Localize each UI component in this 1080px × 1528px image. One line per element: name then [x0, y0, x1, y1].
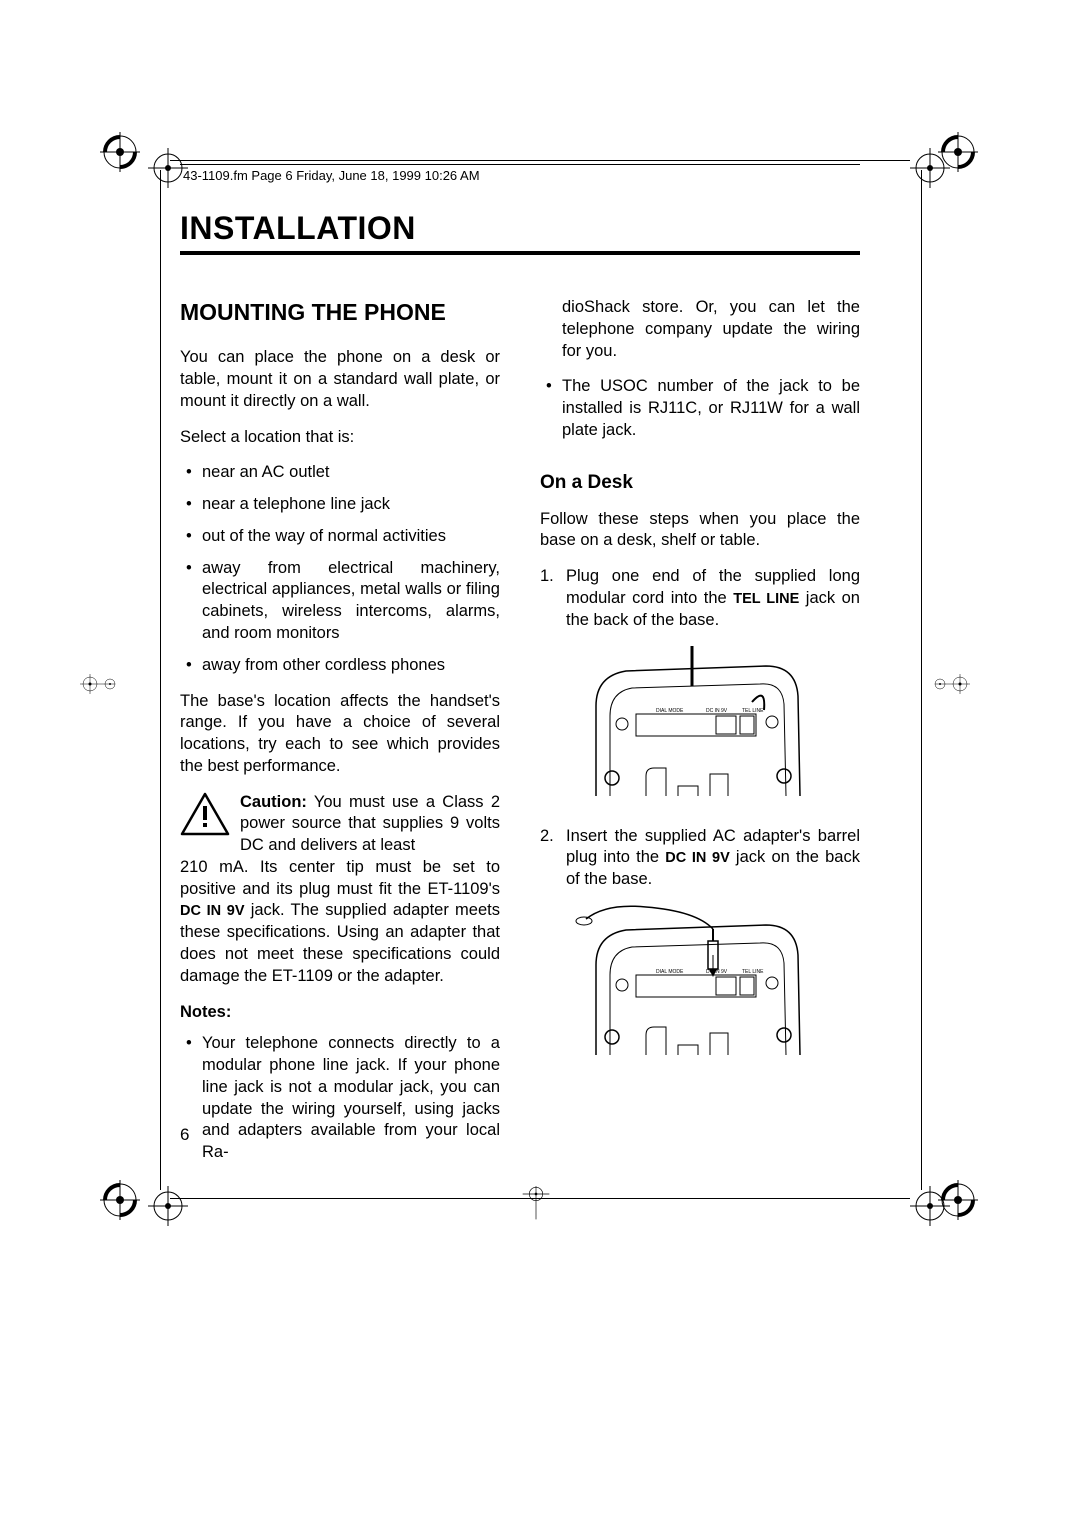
tel-line-label: TEL LINE [733, 591, 799, 607]
hairline [170, 160, 910, 161]
reg-mark-bot-left-inner [148, 1186, 188, 1226]
svg-text:DIAL MODE: DIAL MODE [656, 969, 684, 975]
header-runner: 43-1109.fm Page 6 Friday, June 18, 1999 … [183, 168, 480, 183]
diagram-dc-in: DIAL MODE DC IN 9V TEL LINE [566, 905, 826, 1065]
steps-list-cont: 2. Insert the supplied AC adapter's barr… [540, 826, 860, 891]
reg-mark-mid-left [80, 664, 120, 704]
page-number: 6 [180, 1125, 189, 1145]
desk-intro: Follow these steps when you place the ba… [540, 509, 860, 553]
diagram-tel-line: DIAL MODE DC IN 9V TEL LINE [566, 646, 826, 806]
right-column: dioShack store. Or, you can let the tele… [540, 297, 860, 1178]
reg-mark-mid-right [930, 664, 970, 704]
hairline [160, 170, 161, 1190]
intro-paragraph: You can place the phone on a desk or tab… [180, 347, 500, 412]
caution-cont-a: 210 mA. Its center tip must be set to po… [180, 858, 500, 898]
list-item: near an AC outlet [202, 462, 500, 484]
step-item: 1. Plug one end of the supplied long mod… [566, 566, 860, 631]
page-content: INSTALLATION MOUNTING THE PHONE You can … [180, 210, 860, 1178]
section-heading: MOUNTING THE PHONE [180, 297, 500, 327]
reg-mark-bot-right-inner [910, 1186, 950, 1226]
dc-in-label: DC IN 9V [665, 850, 729, 866]
notes-list: Your telephone connects directly to a mo… [180, 1033, 500, 1164]
left-column: MOUNTING THE PHONE You can place the pho… [180, 297, 500, 1178]
list-item: Your telephone connects directly to a mo… [202, 1033, 500, 1164]
caution-text: Caution: You must use a Class 2 power so… [240, 792, 500, 857]
note-continuation: dioShack store. Or, you can let the tele… [540, 297, 860, 362]
step-number: 2. [540, 826, 554, 848]
list-item: The USOC number of the jack to be instal… [562, 376, 860, 441]
caution-block: Caution: You must use a Class 2 power so… [180, 792, 500, 857]
svg-text:TEL LINE: TEL LINE [742, 969, 764, 975]
steps-list: 1. Plug one end of the supplied long mod… [540, 566, 860, 631]
svg-text:DC IN 9V: DC IN 9V [706, 708, 728, 714]
svg-text:DIAL MODE: DIAL MODE [656, 708, 684, 714]
page-title: INSTALLATION [180, 210, 860, 247]
select-label: Select a location that is: [180, 427, 500, 449]
reg-mark-top-right-inner [910, 148, 950, 188]
hairline [921, 170, 922, 1190]
two-column-layout: MOUNTING THE PHONE You can place the pho… [180, 297, 860, 1178]
notes-list-cont: The USOC number of the jack to be instal… [540, 376, 860, 441]
dc-label: DC IN 9V [180, 903, 245, 919]
subsection-heading: On a Desk [540, 470, 860, 495]
notes-heading: Notes: [180, 1002, 500, 1024]
list-item: away from electrical machinery, electric… [202, 558, 500, 645]
title-rule [180, 251, 860, 255]
list-item: near a telephone line jack [202, 494, 500, 516]
range-paragraph: The base's location affects the handset'… [180, 691, 500, 778]
svg-text:TEL LINE: TEL LINE [742, 708, 764, 714]
caution-continuation: 210 mA. Its center tip must be set to po… [180, 857, 500, 988]
step-item: 2. Insert the supplied AC adapter's barr… [566, 826, 860, 891]
reg-mark-top-left [100, 132, 140, 172]
list-item: away from other cordless phones [202, 655, 500, 677]
hairline [170, 1198, 910, 1199]
caution-label: Caution: [240, 793, 307, 811]
reg-mark-bot-left [100, 1180, 140, 1220]
step-number: 1. [540, 566, 554, 588]
svg-text:DC IN 9V: DC IN 9V [706, 969, 728, 975]
reg-mark-bot-center [516, 1186, 556, 1226]
warning-icon [180, 792, 230, 857]
reg-mark-top-left-inner [148, 148, 188, 188]
header-rule [180, 164, 860, 165]
location-criteria-list: near an AC outlet near a telephone line … [180, 462, 500, 676]
list-item: out of the way of normal activities [202, 526, 500, 548]
